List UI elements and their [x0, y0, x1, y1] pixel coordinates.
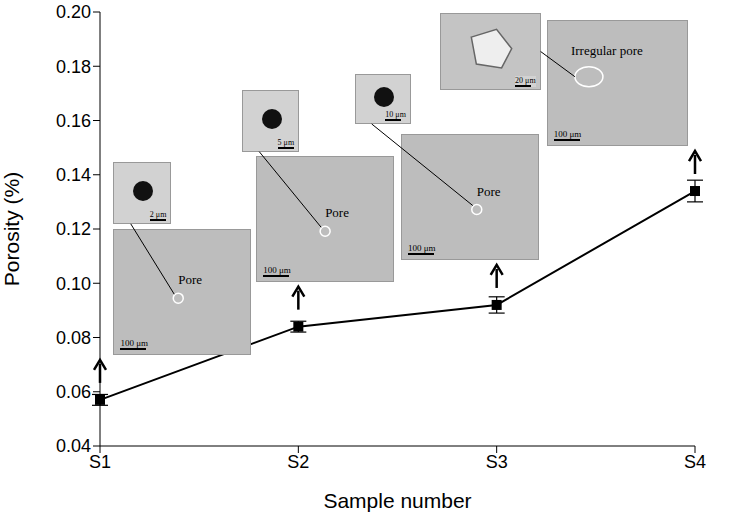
svg-text:Sample number: Sample number [323, 489, 471, 512]
html-text:Pore: Pore [325, 205, 349, 221]
svg-text:0.20: 0.20 [56, 2, 91, 22]
svg-text:S2: S2 [287, 452, 309, 472]
svg-text:0.06: 0.06 [56, 382, 91, 402]
svg-text:0.14: 0.14 [56, 165, 91, 185]
html-text:100 μm: 100 μm [263, 264, 291, 275]
svg-text:S1: S1 [89, 452, 111, 472]
svg-text:0.08: 0.08 [56, 328, 91, 348]
svg-text:0.10: 0.10 [56, 274, 91, 294]
svg-text:0.16: 0.16 [56, 111, 91, 131]
html-text:100 μm: 100 μm [407, 242, 436, 253]
html-text:20 μm: 20 μm [515, 76, 536, 85]
html-text:Pore: Pore [476, 183, 501, 199]
svg-text:0.04: 0.04 [56, 436, 91, 456]
html-text:Irregular pore: Irregular pore [570, 42, 643, 58]
svg-text:0.12: 0.12 [56, 219, 91, 239]
html-text:Pore: Pore [178, 272, 203, 288]
html-text:5 μm: 5 μm [277, 137, 295, 147]
html-text:100 μm: 100 μm [120, 337, 148, 348]
svg-text:Porosity (%): Porosity (%) [0, 172, 23, 286]
html-text:100 μm: 100 μm [553, 129, 582, 139]
html-text:10 μm: 10 μm [385, 109, 406, 119]
html-text:2 μm: 2 μm [149, 209, 167, 219]
svg-text:S3: S3 [486, 452, 508, 472]
svg-text:0.18: 0.18 [56, 57, 91, 77]
svg-text:S4: S4 [684, 452, 706, 472]
